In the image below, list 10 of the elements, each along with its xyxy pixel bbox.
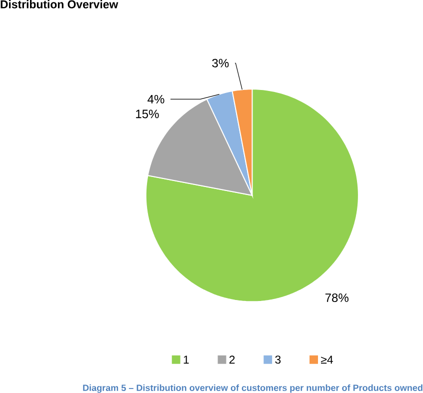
data-label: 15% [136,110,159,118]
legend-label: ≥4 [320,356,333,364]
data-label: 4% [148,95,164,104]
legend-label: 3 [275,356,281,364]
data-label: 3% [212,58,229,68]
text: Diagram 5 – Distribution overview of customers per number of Products owned [83,384,422,393]
legend-label: 2 [229,356,235,364]
legend-label: 1 [184,356,189,364]
chart-title: Distribution Overview [0,0,118,8]
data-label: 78% [325,294,348,302]
